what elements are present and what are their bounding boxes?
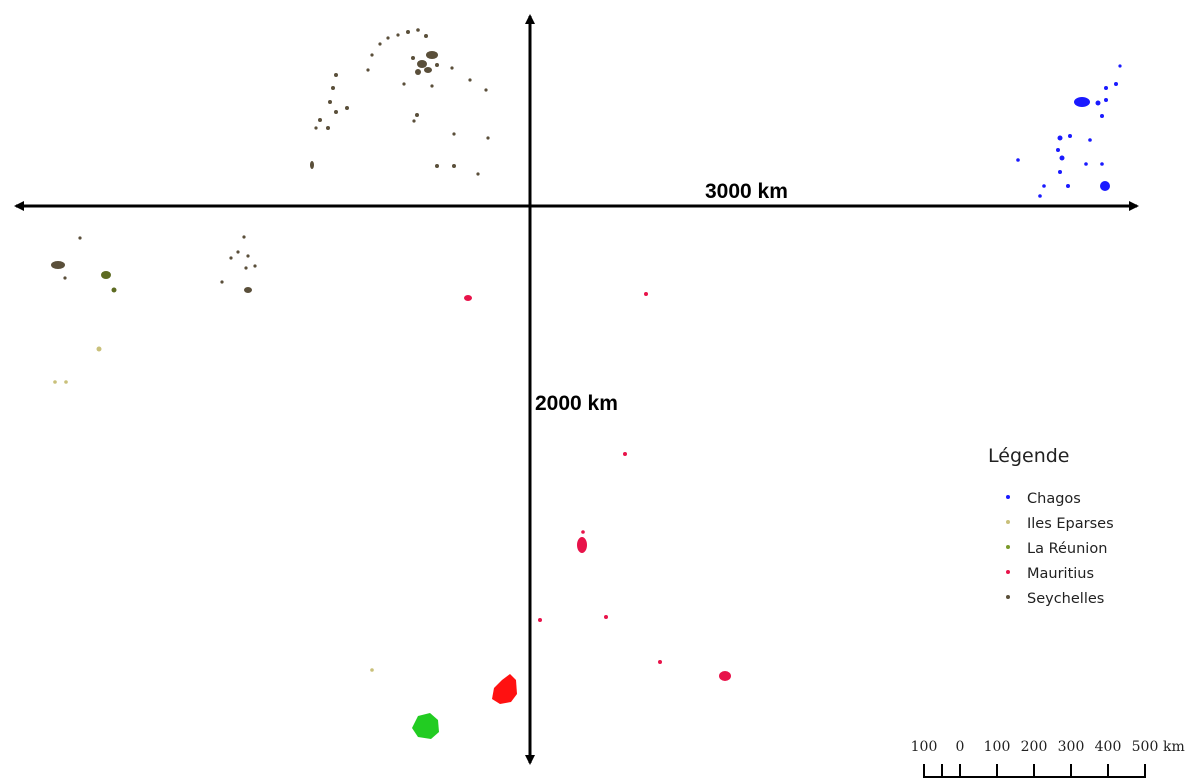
legend-item: Seychelles (1006, 591, 1104, 607)
scale-tick-label: 500 (1132, 739, 1159, 755)
scale-tick-label: 300 (1058, 739, 1085, 755)
iles-eparses-islands (53, 346, 374, 672)
scale-tick-label: 100 (984, 739, 1011, 755)
legend-swatch-iles-eparses (1006, 520, 1010, 524)
legend-swatch-chagos (1006, 495, 1010, 499)
scale-tick-label: 200 (1021, 739, 1048, 755)
legend-item: Iles Eparses (1006, 516, 1114, 532)
legend-label: Chagos (1027, 491, 1081, 507)
scale-tick-label: 400 (1095, 739, 1122, 755)
la-reunion-features (101, 271, 117, 293)
mauritius-main-island (492, 674, 517, 704)
legend: Légende Chagos Iles Eparses La Réunion M… (988, 445, 1114, 607)
legend-swatch-la-reunion (1006, 545, 1010, 549)
legend-label: Iles Eparses (1027, 516, 1114, 532)
legend-item: La Réunion (1006, 541, 1107, 557)
horizontal-axis-label: 3000 km (705, 180, 788, 203)
legend-item: Mauritius (1006, 566, 1094, 582)
scale-bar: 100 0 100 200 300 400 500 km (911, 739, 1185, 778)
scale-tick-label: 0 (956, 739, 965, 755)
mauritius-islands (464, 292, 731, 681)
legend-item: Chagos (1006, 491, 1081, 507)
seychelles-islands (51, 28, 490, 293)
vertical-axis-label: 2000 km (535, 392, 618, 415)
legend-swatch-seychelles (1006, 595, 1010, 599)
legend-label: La Réunion (1027, 541, 1107, 557)
legend-label: Seychelles (1027, 591, 1104, 607)
scale-tick-label: 100 (911, 739, 938, 755)
scale-unit-label: km (1163, 739, 1185, 755)
reunion-main-island (412, 713, 439, 739)
legend-swatch-mauritius (1006, 570, 1010, 574)
legend-label: Mauritius (1027, 566, 1094, 582)
legend-title: Légende (988, 445, 1069, 467)
chagos-islands (1016, 64, 1122, 198)
